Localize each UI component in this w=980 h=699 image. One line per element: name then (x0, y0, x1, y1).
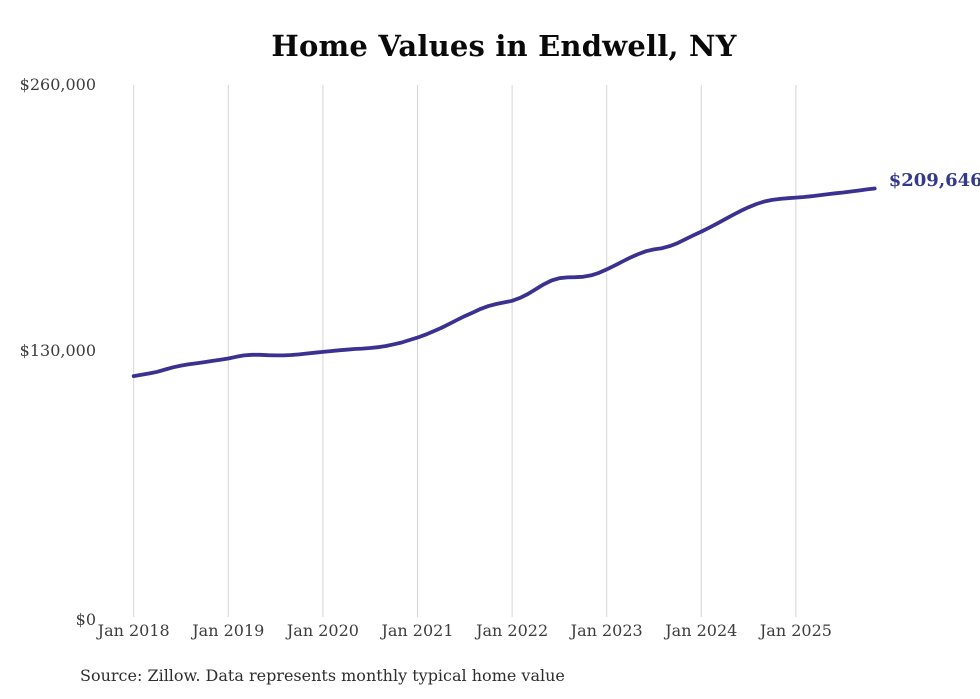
x-axis-label-jan-2018: Jan 2018 (97, 621, 170, 640)
latest-value-label: $209,646 (888, 169, 980, 191)
x-axis-label-jan-2019: Jan 2019 (192, 621, 265, 640)
y-axis-label-260000: $260,000 (19, 75, 96, 94)
source-note: Source: Zillow. Data represents monthly … (80, 666, 565, 685)
x-axis-label-jan-2025: Jan 2025 (759, 621, 832, 640)
vertical-gridlines (133, 85, 797, 617)
x-axis-label-jan-2023: Jan 2023 (570, 621, 643, 640)
home-value-line (131, 186, 877, 378)
x-axis-label-jan-2020: Jan 2020 (286, 621, 359, 640)
chart-title: Home Values in Endwell, NY (271, 29, 737, 63)
y-axis-label-130000: $130,000 (19, 341, 96, 360)
x-axis-label-jan-2021: Jan 2021 (381, 621, 454, 640)
x-axis-label-jan-2024: Jan 2024 (665, 621, 738, 640)
x-axis-label-jan-2022: Jan 2022 (476, 621, 549, 640)
y-axis-label-0: $0 (75, 610, 96, 629)
